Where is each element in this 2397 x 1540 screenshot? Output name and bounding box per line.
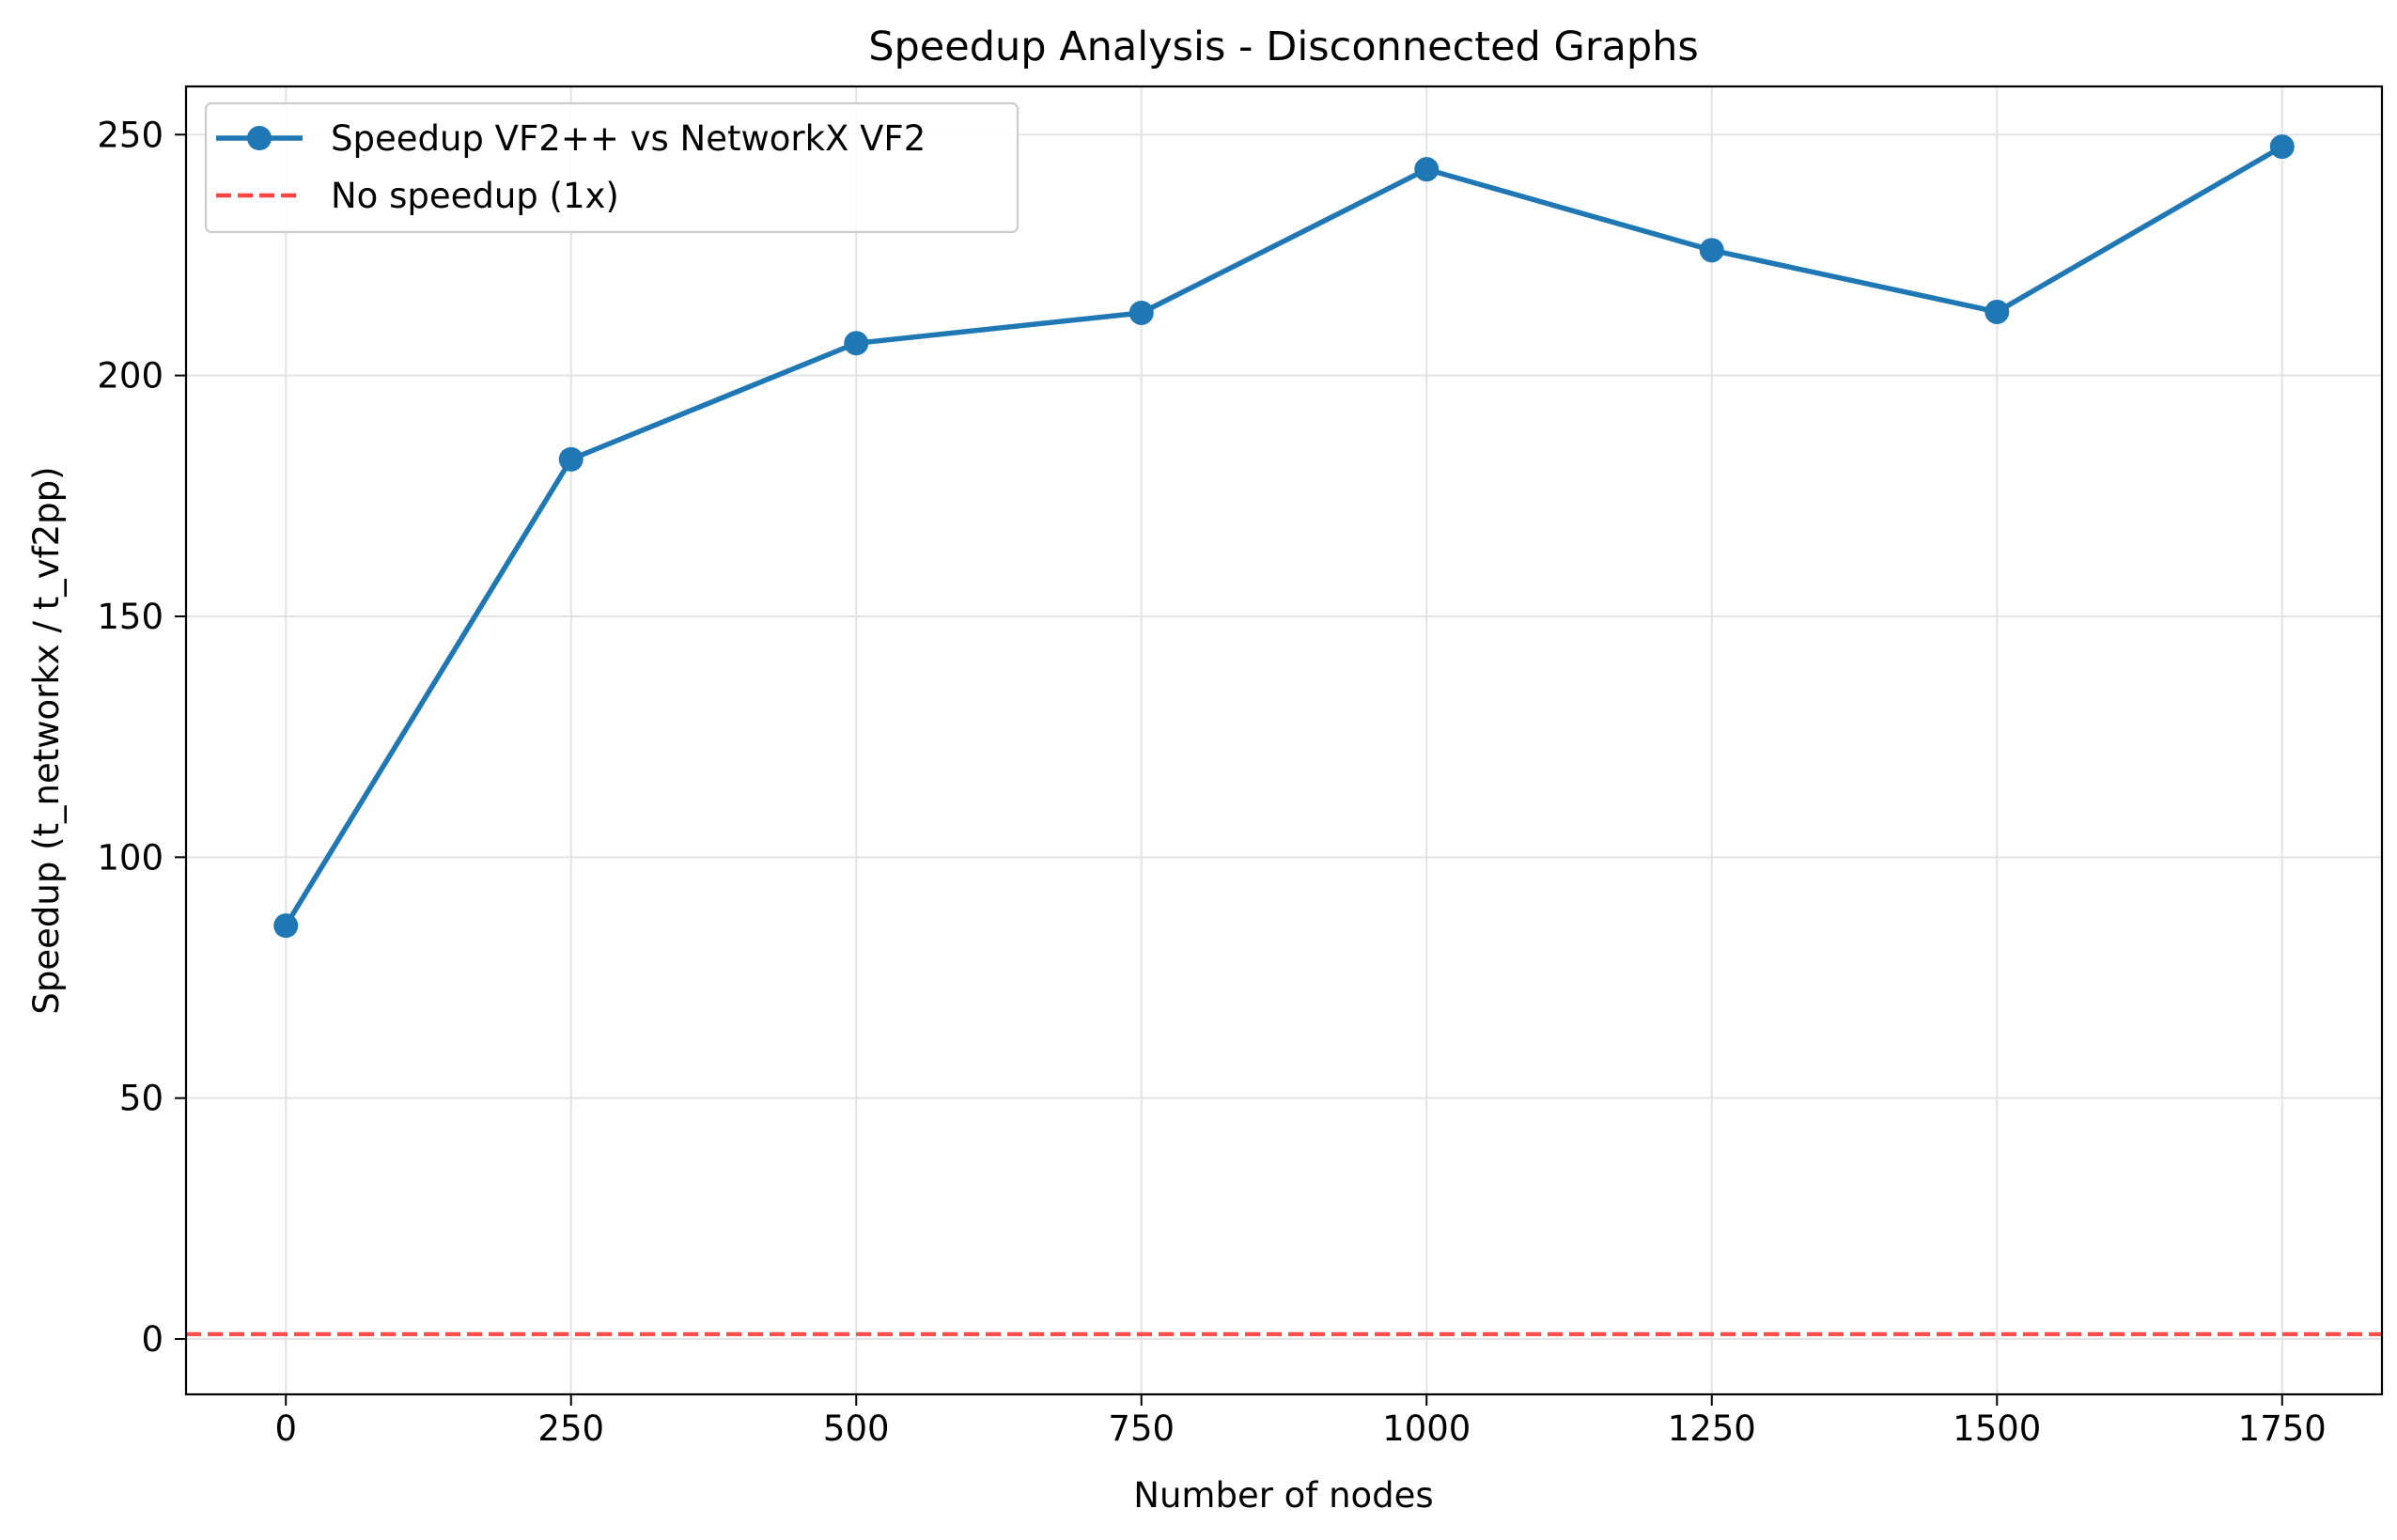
axes: 0 250 500 750 1000 1250 1500 1750 0 50 100 150 200 25…	[97, 115, 2326, 1449]
data-point-speedup	[1414, 157, 1440, 182]
x-tick-label: 0	[274, 1408, 297, 1449]
y-tick-label: 100	[97, 837, 163, 878]
y-tick-label: 250	[97, 115, 163, 155]
data-point-speedup	[558, 446, 584, 472]
legend-label-baseline: No speedup (1x)	[331, 176, 619, 216]
data-point-speedup	[844, 331, 869, 356]
legend: Speedup VF2++ vs NetworkX VF2 No speedup…	[204, 101, 1020, 234]
x-tick-label: 1500	[1953, 1408, 2041, 1449]
x-tick-label: 750	[1108, 1408, 1175, 1449]
legend-marker-speedup	[247, 126, 272, 150]
x-tick-label: 1000	[1382, 1408, 1471, 1449]
x-tick-label: 250	[537, 1408, 604, 1449]
y-tick-label: 50	[119, 1079, 163, 1119]
legend-box	[204, 101, 1020, 234]
y-tick-label: 0	[141, 1319, 163, 1360]
legend-label-speedup: Speedup VF2++ vs NetworkX VF2	[331, 118, 926, 159]
y-tick-label: 150	[97, 597, 163, 637]
x-tick-label: 1750	[2238, 1408, 2327, 1449]
x-axis-label: Number of nodes	[1133, 1475, 1433, 1516]
y-axis-label: Speedup (t_networkx / t_vf2pp)	[26, 466, 67, 1014]
x-tick-label: 1250	[1668, 1408, 1756, 1449]
y-tick-label: 200	[97, 356, 163, 397]
plot-area-frame	[184, 85, 2384, 1396]
x-tick-label: 500	[823, 1408, 890, 1449]
data-point-speedup	[2269, 134, 2295, 160]
data-point-speedup	[1128, 300, 1154, 325]
grid	[186, 86, 2382, 1394]
series-layer	[186, 134, 2382, 1337]
data-point-speedup	[1985, 299, 2010, 324]
data-point-speedup	[273, 913, 299, 939]
chart-title: Speedup Analysis - Disconnected Graphs	[868, 23, 1699, 70]
data-point-speedup	[1699, 238, 1724, 263]
series-line-speedup	[283, 144, 2285, 928]
